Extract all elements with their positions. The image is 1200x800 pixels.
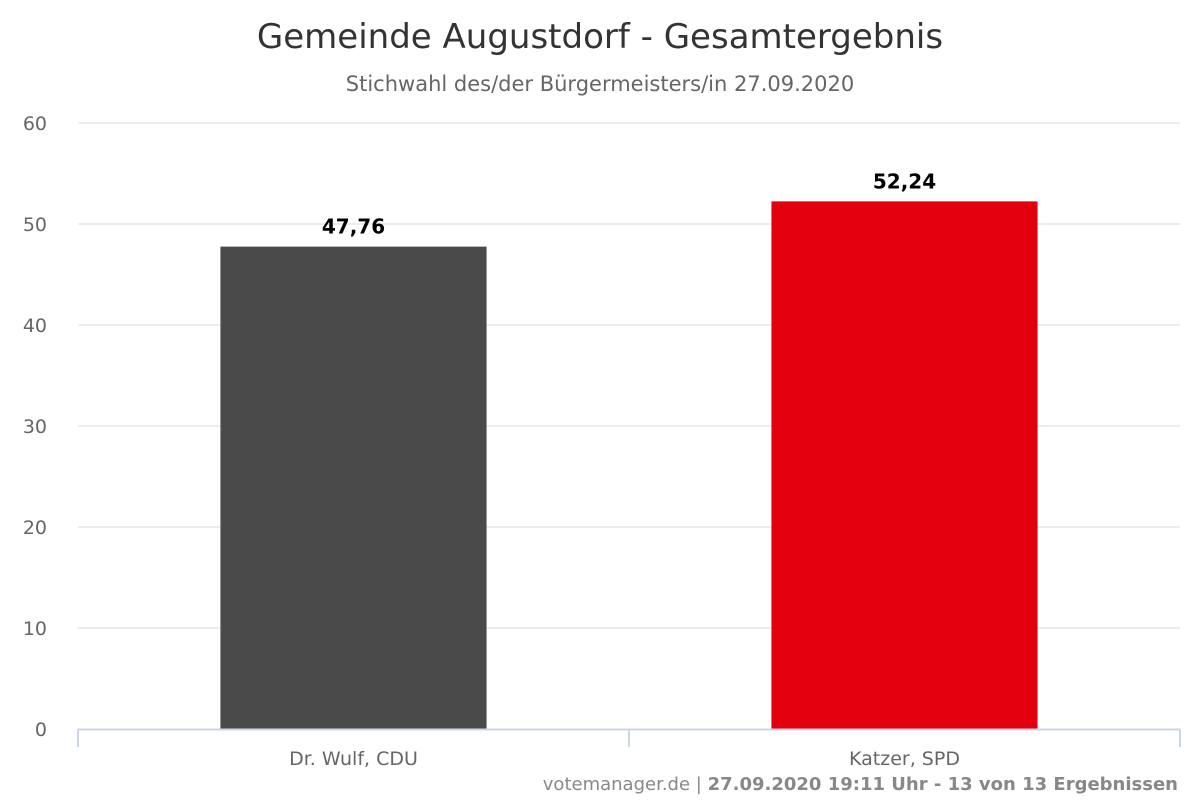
chart-title: Gemeinde Augustdorf - Gesamtergebnis (257, 17, 943, 57)
y-tick-label: 0 (35, 719, 47, 741)
bar[interactable] (220, 246, 487, 729)
y-tick-label: 60 (23, 113, 47, 135)
y-tick-label: 30 (23, 416, 47, 438)
bar[interactable] (771, 201, 1038, 730)
credits[interactable]: votemanager.de | 27.09.2020 19:11 Uhr - … (543, 774, 1178, 795)
y-tick-label: 20 (23, 517, 47, 539)
y-tick-label: 50 (23, 214, 47, 236)
data-label: 47,76 (322, 215, 385, 239)
chart-subtitle: Stichwahl des/der Bürgermeisters/in 27.0… (346, 72, 854, 96)
x-tick-label: Dr. Wulf, CDU (289, 748, 418, 770)
x-tick-label: Katzer, SPD (849, 748, 960, 770)
y-tick-label: 40 (23, 315, 47, 337)
y-tick-label: 10 (23, 618, 47, 640)
credits-source: votemanager.de | (542, 774, 702, 795)
data-label: 52,24 (873, 169, 936, 193)
credits-detail: 27.09.2020 19:11 Uhr - 13 von 13 Ergebni… (707, 774, 1178, 795)
